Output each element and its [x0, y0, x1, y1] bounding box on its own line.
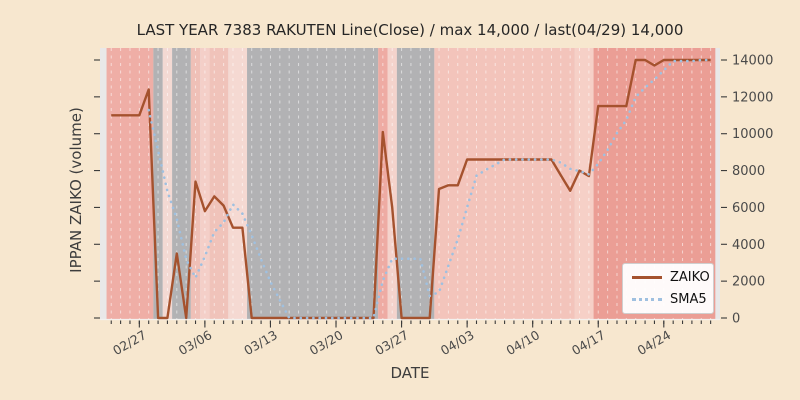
legend-entry-zaiko: ZAIKO	[632, 271, 710, 284]
y-tick-label-14000: 14000	[732, 54, 773, 69]
band-03/11	[247, 48, 379, 320]
x-tick-label-02/27: 02/27	[110, 327, 149, 358]
x-tick-labels: 02/27 03/06 03/13 03/20 03/27 04/03 04/10 04/17…	[110, 327, 673, 358]
y-tick-label-0: 0	[732, 312, 740, 327]
y-tick-label-2000: 2000	[732, 275, 765, 290]
legend: ZAIKO SMA5	[622, 263, 714, 314]
x-ticks	[110, 320, 712, 328]
x-tick-label-04/24: 04/24	[635, 327, 674, 358]
band-03/09	[228, 48, 248, 320]
y-tick-label-6000: 6000	[732, 201, 765, 216]
x-tick-label-03/20: 03/20	[307, 327, 346, 358]
y-tick-label-10000: 10000	[732, 127, 773, 142]
y-axis-label: IPPAN ZAIKO (volume)	[67, 107, 85, 273]
band-03/27	[396, 48, 435, 320]
y-tick-label-8000: 8000	[732, 164, 765, 179]
x-tick-label-03/13: 03/13	[241, 327, 280, 358]
sma5-line-swatch	[632, 298, 662, 301]
y-ticks: 0 2000 4000 6000 8000 10000 12000 14000	[94, 54, 773, 327]
x-tick-label-04/17: 04/17	[569, 327, 608, 358]
legend-label-zaiko: ZAIKO	[670, 270, 710, 285]
legend-label-sma5: SMA5	[670, 292, 707, 307]
y-tick-label-4000: 4000	[732, 238, 765, 253]
band-04/15	[574, 48, 594, 320]
zaiko-line-swatch	[632, 276, 662, 279]
sma5-line	[147, 58, 712, 320]
band-03/07	[209, 48, 229, 320]
legend-entry-sma5: SMA5	[632, 292, 707, 307]
x-axis-label: DATE	[390, 364, 430, 382]
x-tick-label-03/06: 03/06	[176, 327, 215, 358]
zaiko-line	[111, 58, 711, 320]
y-tick-label-12000: 12000	[732, 90, 773, 105]
x-tick-label-04/03: 04/03	[438, 327, 477, 358]
chart-title: LAST YEAR 7383 RAKUTEN Line(Close) / max…	[136, 21, 684, 39]
x-tick-label-03/27: 03/27	[372, 327, 411, 358]
x-tick-label-04/10: 04/10	[503, 327, 542, 358]
